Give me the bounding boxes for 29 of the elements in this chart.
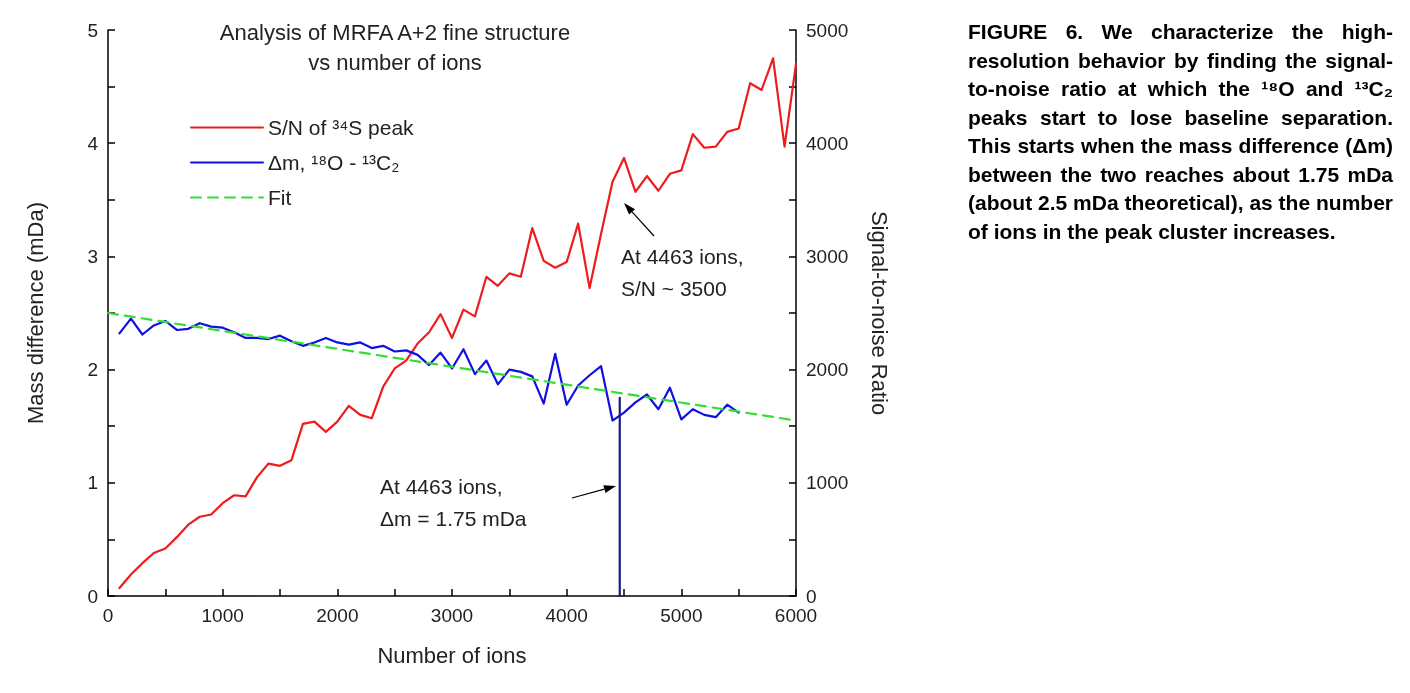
x-tick-label: 3000 xyxy=(430,605,474,626)
x-axis-title: Number of ions xyxy=(377,642,527,668)
y2-tick-label: 4000 xyxy=(806,132,849,154)
x-tick-label: 4000 xyxy=(545,605,588,626)
y2-tick-label: 3000 xyxy=(806,245,849,267)
y-tick-label: 5 xyxy=(87,19,98,41)
y-tick-label: 3 xyxy=(87,245,98,267)
y-axis-title: Mass difference (mDa) xyxy=(22,201,48,425)
legend-label: Fit xyxy=(268,186,292,209)
legend-label: S/N of ³⁴S peak xyxy=(268,116,415,139)
x-tick-label: 0 xyxy=(102,605,114,626)
y2-tick-label: 1000 xyxy=(806,472,849,494)
x-tick-label: 5000 xyxy=(660,605,703,626)
y2-axis-title: Signal-to-noise Ratio xyxy=(866,210,892,416)
y-tick-label: 4 xyxy=(87,132,99,154)
x-tick-label: 1000 xyxy=(201,605,244,626)
legend-label: Δm, ¹⁸O - ¹³C₂ xyxy=(268,151,400,174)
y-tick-label: 2 xyxy=(87,359,98,381)
chart-title: Analysis of MRFA A+2 fine structure vs number of ions xyxy=(219,19,571,75)
y-tick-label: 1 xyxy=(87,472,98,494)
x-tick-label: 2000 xyxy=(316,605,359,626)
annotation: At 4463 ions, Δm = 1.75 mDa xyxy=(380,474,527,530)
y2-tick-label: 2000 xyxy=(806,359,849,381)
y2-tick-label: 0 xyxy=(806,585,817,607)
y-tick-label: 0 xyxy=(87,585,98,607)
x-tick-label: 6000 xyxy=(774,605,818,626)
y2-tick-label: 5000 xyxy=(806,19,849,41)
annotation: At 4463 ions, S/N ~ 3500 xyxy=(621,244,744,300)
caption: FIGURE 6. We characterize the high-resolution behavior by finding the signal-to-noise ratio at which the ¹⁸O and ¹³C₂ peaks start to lose baseline separation. This starts when the mass difference (Δm) between the two reaches about 1.75 mDa (about 2.5 mDa theoretical), as the number of ions in the peak cluster increases. xyxy=(968,19,1393,245)
